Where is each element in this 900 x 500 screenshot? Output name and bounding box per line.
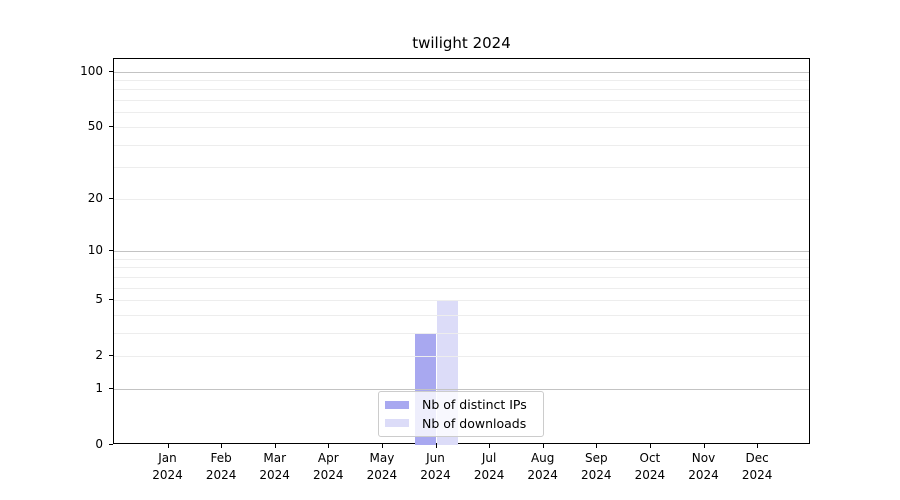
legend-swatch-downloads — [385, 419, 409, 428]
x-axis-tick-label: Aug 2024 — [527, 451, 558, 482]
major-gridline — [114, 388, 809, 390]
minor-gridline — [114, 112, 809, 114]
y-axis-tick-label: 2 — [95, 348, 103, 363]
x-axis-tick-label: Feb 2024 — [205, 451, 237, 482]
x-axis-tick-label: Apr 2024 — [313, 451, 344, 482]
x-axis-tick — [221, 444, 223, 448]
x-axis-tick-label: Nov 2024 — [688, 451, 719, 482]
y-axis-tick-label: 50 — [87, 118, 103, 133]
minor-gridline — [114, 332, 809, 334]
x-axis-tick — [757, 444, 759, 448]
legend-label-distinct-ips: Nb of distinct IPs — [422, 397, 527, 413]
minor-gridline — [114, 126, 809, 128]
y-axis-tick-label: 1 — [95, 380, 103, 395]
x-axis-tick-label: Oct 2024 — [634, 451, 666, 482]
y-axis-tick — [109, 444, 113, 445]
major-gridline — [114, 250, 809, 252]
minor-gridline — [114, 80, 809, 82]
y-axis-tick — [109, 249, 113, 251]
minor-gridline — [114, 167, 809, 169]
legend-item-downloads: Nb of downloads — [385, 416, 537, 431]
major-gridline — [114, 71, 809, 73]
x-axis-tick — [328, 444, 330, 448]
y-axis-tick — [109, 355, 113, 357]
minor-gridline — [114, 287, 809, 289]
x-axis-tick-label: Mar 2024 — [259, 451, 290, 482]
y-axis-tick — [109, 387, 113, 389]
minor-gridline — [114, 314, 809, 316]
x-axis-tick — [649, 444, 651, 448]
x-axis-tick-label: Jan 2024 — [152, 451, 183, 482]
legend-item-distinct-ips: Nb of distinct IPs — [385, 397, 537, 412]
chart-title: twilight 2024 — [412, 34, 511, 52]
minor-gridline — [114, 300, 809, 302]
plot-area — [113, 58, 810, 445]
x-axis-tick — [274, 444, 276, 448]
x-axis-tick — [542, 444, 544, 448]
x-axis-tick — [489, 444, 491, 448]
minor-gridline — [114, 144, 809, 146]
y-axis-tick-label: 5 — [95, 292, 103, 307]
legend: Nb of distinct IPs Nb of downloads — [378, 391, 544, 437]
x-axis-tick — [596, 444, 598, 448]
x-axis-tick — [381, 444, 383, 448]
legend-label-downloads: Nb of downloads — [422, 415, 527, 431]
minor-gridline — [114, 198, 809, 200]
x-axis-tick-label: Sep 2024 — [581, 451, 612, 482]
y-axis-tick-label: 0 — [95, 437, 103, 451]
y-axis-tick-label: 20 — [87, 190, 103, 205]
x-axis-tick-label: Jun 2024 — [420, 451, 451, 482]
y-axis-tick — [109, 70, 113, 72]
y-axis-tick-label: 10 — [87, 242, 103, 257]
minor-gridline — [114, 89, 809, 91]
minor-gridline — [114, 100, 809, 102]
x-axis-tick-label: Jul 2024 — [473, 451, 505, 482]
x-axis-tick-label: May 2024 — [366, 451, 398, 482]
minor-gridline — [114, 356, 809, 358]
y-axis-tick — [109, 299, 113, 301]
x-axis-tick — [435, 444, 437, 448]
y-axis-tick — [109, 197, 113, 199]
x-axis-tick — [703, 444, 705, 448]
y-axis-tick — [109, 125, 113, 127]
y-axis-tick-label: 100 — [80, 63, 103, 78]
x-axis-tick — [167, 444, 169, 448]
x-axis-tick-label: Dec 2024 — [741, 451, 773, 482]
minor-gridline — [114, 258, 809, 260]
legend-swatch-distinct-ips — [385, 400, 409, 409]
minor-gridline — [114, 267, 809, 269]
minor-gridline — [114, 276, 809, 278]
